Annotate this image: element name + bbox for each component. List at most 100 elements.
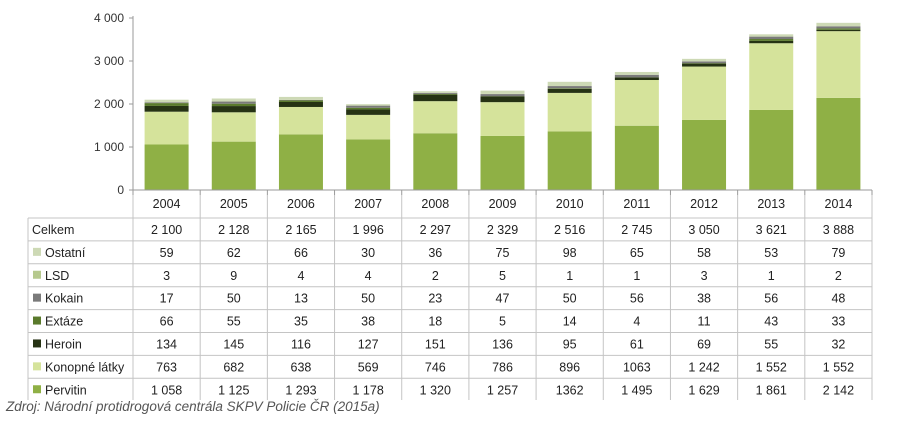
bar-segment-heroin: [413, 94, 458, 102]
bar-segment-kokain: [682, 61, 727, 64]
legend-swatch-heroin: [33, 339, 41, 348]
bar-segment-ostatn-: [749, 34, 794, 37]
bar-segment-ext-ze: [144, 103, 189, 106]
bar-segment-heroin: [547, 88, 592, 93]
data-label: 13: [294, 292, 308, 306]
data-label: 23: [428, 292, 442, 306]
data-label: 786: [492, 360, 513, 374]
bar-segment-pervitin: [413, 133, 458, 190]
data-label: 56: [630, 292, 644, 306]
data-label: 14: [563, 315, 577, 329]
data-label: 55: [764, 337, 778, 351]
bar-segment-ostatn-: [278, 96, 323, 100]
bar-segment-pervitin: [346, 139, 391, 190]
bar-segment-pervitin: [614, 125, 659, 190]
data-label: 569: [358, 360, 379, 374]
data-label: 95: [563, 337, 577, 351]
bar-segment-pervitin: [547, 131, 592, 190]
bar-segment-pervitin: [816, 97, 861, 190]
bar-segment-ostatn-: [480, 90, 525, 94]
data-label: 1 629: [688, 383, 719, 397]
x-tick-label: 2008: [421, 197, 449, 211]
data-label: 35: [294, 315, 308, 329]
data-label: 17: [160, 292, 174, 306]
data-label: 1 861: [756, 383, 787, 397]
bar-segment-konopn-l-tky: [211, 112, 256, 142]
data-label: 3 621: [756, 223, 787, 237]
bar-segment-pervitin: [278, 134, 323, 190]
data-label: 1 495: [621, 383, 652, 397]
legend-swatch-lsd: [33, 270, 41, 279]
data-label: 145: [223, 337, 244, 351]
bar-segment-kokain: [749, 36, 794, 40]
data-label: 3: [163, 269, 170, 283]
bar-segment-kokain: [144, 102, 189, 104]
x-tick-label: 2005: [220, 197, 248, 211]
data-label: 746: [425, 360, 446, 374]
bar-segment-ext-ze: [346, 107, 391, 110]
data-label: 638: [291, 360, 312, 374]
data-label: 3 050: [688, 223, 719, 237]
data-label: 1 058: [151, 383, 182, 397]
bar-segment-kokain: [614, 74, 659, 78]
data-label: 59: [160, 246, 174, 260]
bar-segment-heroin: [278, 101, 323, 107]
data-label: 2 745: [621, 223, 652, 237]
legend-label-ostatn-: Ostatní: [45, 246, 86, 260]
data-label: 65: [630, 246, 644, 260]
data-label: 98: [563, 246, 577, 260]
data-label: 1 178: [352, 383, 383, 397]
data-label: 66: [294, 246, 308, 260]
data-label: 38: [697, 292, 711, 306]
data-label: 127: [358, 337, 379, 351]
data-label: 2 100: [151, 223, 182, 237]
x-tick-label: 2012: [690, 197, 718, 211]
bar-segment-konopn-l-tky: [682, 66, 727, 120]
legend-swatch-ostatn-: [33, 247, 41, 256]
bar-segment-ostatn-: [346, 104, 391, 106]
bar-segment-heroin: [480, 96, 525, 103]
legend-swatch-kokain: [33, 293, 41, 302]
data-label: 1 242: [688, 360, 719, 374]
x-tick-label: 2011: [623, 197, 650, 211]
data-label: 2 297: [420, 223, 451, 237]
data-label: 1 293: [285, 383, 316, 397]
data-label: 1 257: [487, 383, 518, 397]
legend-label-pervitin: Pervitin: [45, 383, 87, 397]
bar-segment-kokain: [816, 26, 861, 29]
data-label: 3 888: [823, 223, 854, 237]
data-label: 1 552: [756, 360, 787, 374]
x-tick-label: 2007: [354, 197, 382, 211]
x-tick-label: 2006: [287, 197, 315, 211]
bar-segment-konopn-l-tky: [614, 80, 659, 126]
legend-swatch-konopn-l-tky: [33, 362, 41, 371]
y-tick-label: 4 000: [94, 11, 124, 25]
bar-segment-kokain: [547, 86, 592, 89]
legend-swatch-ext-ze: [33, 316, 41, 325]
data-label: 48: [831, 292, 845, 306]
bar-segment-ostatn-: [816, 22, 861, 27]
data-label: 1 552: [823, 360, 854, 374]
bar-segment-heroin: [749, 40, 794, 44]
data-label: 79: [831, 246, 845, 260]
stacked-bar-chart: 0 1 000 2 000 3 000 4 000 2004 2005 2006 2007 200…: [27, 11, 873, 400]
data-label: 2 142: [823, 383, 854, 397]
x-tick-label: 2013: [757, 197, 785, 211]
data-label: 1 125: [218, 383, 249, 397]
bar-segment-ostatn-: [614, 71, 659, 75]
data-label: 2 516: [554, 223, 585, 237]
bar-segment-pervitin: [480, 135, 525, 190]
data-label: 36: [428, 246, 442, 260]
data-label: 66: [160, 315, 174, 329]
bar-segment-kokain: [211, 101, 256, 104]
legend-label-kokain: Kokain: [45, 292, 83, 306]
data-label: 58: [697, 246, 711, 260]
data-label: 33: [831, 315, 845, 329]
bar-segment-konopn-l-tky: [480, 102, 525, 136]
bar-segment-pervitin: [682, 119, 727, 190]
bar-segment-ext-ze: [413, 93, 458, 95]
bar-segment-ext-ze: [278, 100, 323, 102]
data-label: 55: [227, 315, 241, 329]
bar-segment-heroin: [211, 106, 256, 113]
data-label: 30: [361, 246, 375, 260]
